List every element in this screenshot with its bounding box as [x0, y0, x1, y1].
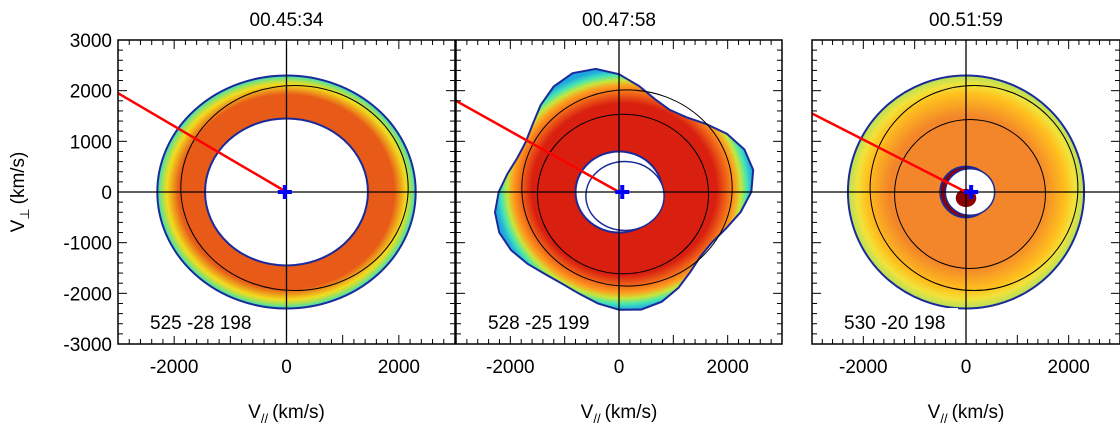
contour-line — [180, 84, 409, 292]
y-tick-label: 1000 — [70, 132, 112, 153]
x-tick-label: 2000 — [1048, 357, 1090, 378]
y-tick-label: 2000 — [70, 82, 112, 103]
y-tick-label: -2000 — [63, 284, 112, 305]
contour-line — [536, 113, 710, 275]
x-tick-label: 2000 — [378, 357, 420, 378]
x-tick-label: 2000 — [707, 357, 749, 378]
annotation-bg — [482, 308, 602, 336]
annotation-bg — [144, 308, 264, 336]
x-tick-label: -2000 — [839, 357, 888, 378]
tick-marks — [811, 39, 1120, 345]
magnetic-field-line — [118, 92, 288, 194]
y-axis-label: V⊥(km/s) — [8, 152, 32, 233]
distribution-plot — [456, 40, 782, 344]
magnetic-field-line — [456, 99, 620, 194]
panel-title: 00.45:34 — [250, 10, 324, 31]
panel-1: -2000 0 2000 3000 2000 1000 0 -1000 -2000 -3000 00… — [63, 10, 456, 378]
x-tick-label: -2000 — [486, 357, 535, 378]
panel-3: -2000 0 2000 00.51:59 530 -20 198 — [811, 10, 1120, 378]
annotation-text: 530 -20 198 — [844, 313, 945, 334]
x-axis-label: V//(km/s) — [581, 402, 658, 426]
magnetic-field-line — [812, 112, 967, 194]
annotation-bg — [838, 308, 958, 336]
annotation-text: 528 -25 199 — [488, 313, 589, 334]
tick-marks — [117, 39, 456, 345]
x-axis-label: V//(km/s) — [248, 402, 325, 426]
inner-core-hole — [585, 160, 665, 232]
x-tick-label: 0 — [281, 357, 292, 378]
distribution-plot — [812, 40, 1120, 344]
annotation-box: 530 -20 198 — [838, 308, 958, 336]
y-tick-label: -3000 — [63, 335, 112, 356]
panel-2: -2000 0 2000 00.47:58 528 -25 199 — [455, 10, 783, 378]
y-tick-label: 0 — [101, 183, 112, 204]
distribution-plot — [118, 40, 455, 344]
annotation-text: 525 -28 198 — [150, 313, 251, 334]
panel-title: 00.51:59 — [929, 10, 1003, 31]
x-tick-label: 0 — [614, 357, 625, 378]
x-axis-label: V//(km/s) — [928, 402, 1005, 426]
x-tick-label: -2000 — [150, 357, 199, 378]
panel-title: 00.47:58 — [582, 10, 656, 31]
contour-line — [894, 119, 1046, 269]
y-tick-label: -1000 — [63, 234, 112, 255]
annotation-box: 525 -28 198 — [144, 308, 264, 336]
y-tick-label: 3000 — [70, 31, 112, 52]
tick-marks — [455, 39, 783, 345]
x-tick-label: 0 — [961, 357, 972, 378]
annotation-box: 528 -25 199 — [482, 308, 602, 336]
contour-line — [521, 89, 733, 287]
contour-line — [869, 84, 1079, 292]
